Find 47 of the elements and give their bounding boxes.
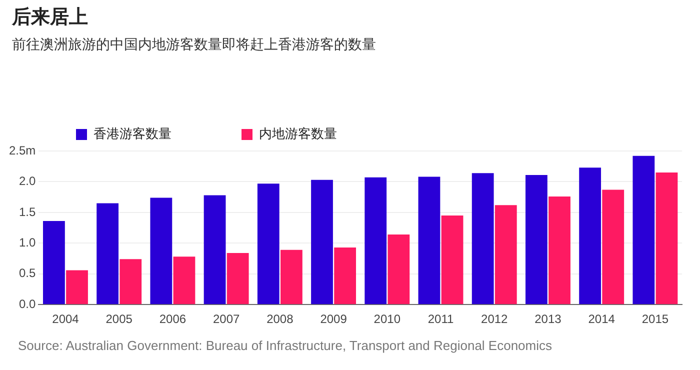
bar	[257, 184, 280, 304]
chart-subtitle: 前往澳洲旅游的中国内地游客数量即将赶上香港游客的数量	[12, 36, 376, 54]
x-tick-label: 2011	[428, 312, 454, 326]
bar	[173, 256, 196, 304]
x-tick-label: 2014	[588, 312, 616, 326]
x-tick-label: 2013	[534, 312, 562, 326]
bar	[494, 205, 517, 304]
bar	[280, 250, 302, 304]
x-tick-label: 2004	[52, 312, 80, 326]
legend-label: 内地游客数量	[259, 126, 337, 142]
x-tick-label: 2006	[159, 312, 186, 326]
y-tick-label: 0.0	[18, 296, 36, 311]
x-tick-label: 2007	[212, 312, 240, 326]
x-tick-label: 2012	[481, 312, 508, 326]
bar	[548, 196, 570, 304]
y-tick-label: 1.5	[18, 204, 36, 219]
bar	[150, 198, 172, 304]
bar	[226, 252, 249, 304]
bar	[96, 203, 119, 304]
bar	[441, 216, 464, 304]
bar	[418, 176, 440, 304]
legend-label: 香港游客数量	[94, 126, 172, 142]
bar	[632, 156, 655, 304]
bar	[311, 180, 333, 304]
y-tick-label: 1.0	[18, 235, 36, 250]
bar	[120, 259, 142, 304]
bar	[579, 168, 602, 304]
bar	[388, 234, 410, 304]
x-tick-label: 2010	[374, 312, 401, 326]
x-tick-label: 2009	[320, 312, 348, 326]
bar	[656, 172, 678, 304]
bar	[43, 221, 65, 304]
source-note: Source: Australian Government: Bureau of Infrastructure, Transport and Regional Economics	[18, 338, 552, 353]
bar	[602, 190, 624, 304]
bar	[334, 247, 356, 304]
y-tick-label: 2.0	[18, 174, 36, 188]
bar	[66, 270, 88, 304]
bar	[364, 177, 387, 304]
y-tick-label: 2.5m	[8, 143, 36, 158]
bar	[526, 174, 548, 304]
x-tick-label: 2008	[266, 312, 294, 326]
x-tick-label: 2005	[106, 312, 133, 326]
bar	[472, 173, 494, 304]
x-tick-label: 2015	[642, 312, 669, 326]
bar	[204, 195, 226, 304]
y-tick-label: 0.5	[18, 266, 36, 280]
chart-title: 后来居上	[12, 6, 88, 30]
